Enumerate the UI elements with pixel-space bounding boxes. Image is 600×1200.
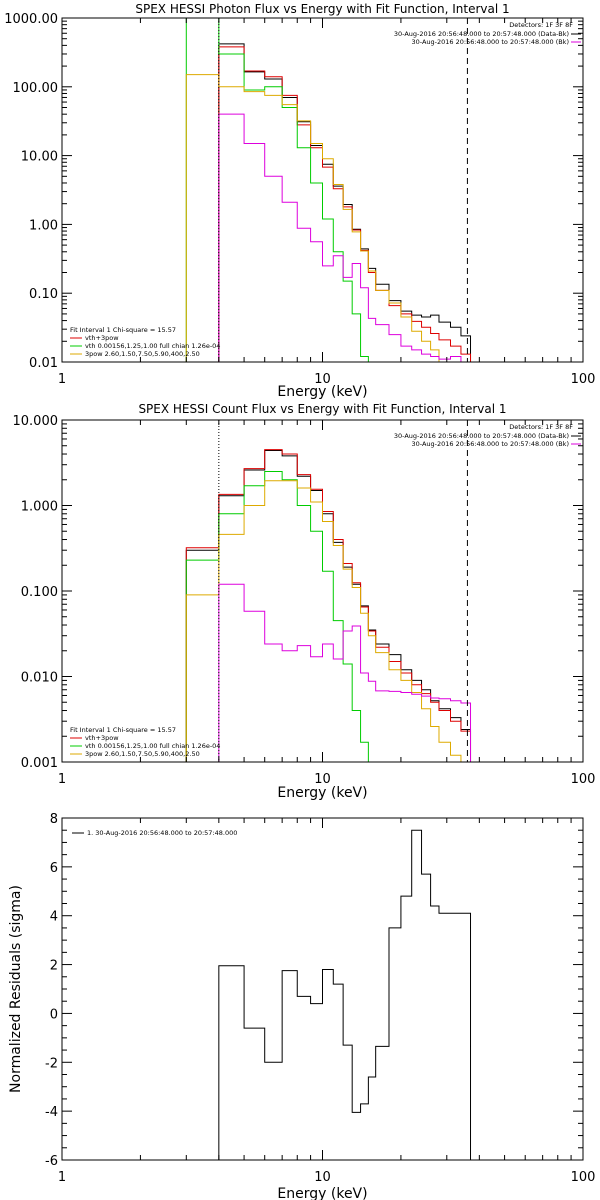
series-line-vth-3pow (218, 46, 472, 362)
y-tick-label: 1.000 (21, 500, 58, 515)
count-flux-panel: SPEX HESSI Count Flux vs Energy with Fit… (13, 402, 596, 801)
fit-legend-header: Fit Interval 1 Chi-square = 15.57 (70, 326, 176, 334)
x-tick-label: 100 (571, 772, 596, 787)
y-tick-label: 100.00 (13, 81, 59, 96)
interval-legend-text: 30-Aug-2016 20:56:48.000 to 20:57:48.000… (394, 432, 569, 440)
interval-legend-text: 30-Aug-2016 20:56:48.000 to 20:57:48.000… (412, 38, 569, 46)
y-tick-label: 1.00 (29, 218, 58, 233)
fit-legend-text: vth 0.00156,1.25,1.00 full chian 1.26e-0… (85, 342, 220, 350)
interval-legend-text: 30-Aug-2016 20:56:48.000 to 20:57:48.000… (394, 30, 569, 38)
fit-legend-text: vth+3pow (85, 334, 119, 342)
x-tick-label: 10 (314, 1170, 331, 1185)
x-axis-label: Energy (keV) (277, 785, 367, 801)
y-tick-label: 2 (50, 959, 58, 974)
x-tick-label: 10 (314, 772, 331, 787)
y-tick-label: 8 (50, 812, 58, 827)
series-line-vth-3pow (185, 449, 472, 762)
series-line-vth (185, 18, 390, 362)
y-tick-label: 4 (50, 910, 58, 925)
fit-legend-text: 3pow 2.60,1.50,7.50,5.90,400,2.50 (85, 750, 200, 758)
y-tick-label: 0.100 (21, 585, 58, 600)
fit-legend-text: vth 0.00156,1.25,1.00 full chian 1.26e-0… (85, 742, 220, 750)
fit-legend-header: Fit Interval 1 Chi-square = 15.57 (70, 726, 176, 734)
x-tick-label: 1 (58, 372, 66, 387)
y-tick-label: -2 (45, 1056, 58, 1071)
y-tick-label: -6 (45, 1154, 58, 1169)
series-line-bk (218, 113, 471, 362)
y-tick-label: 0 (50, 1007, 58, 1022)
series-line-bk (218, 583, 472, 762)
x-tick-label: 100 (571, 1170, 596, 1185)
y-tick-label: -4 (45, 1105, 58, 1120)
detectors-label: Detectors: 1F 3F 8F (509, 423, 573, 431)
y-tick-label: 10.00 (21, 150, 58, 165)
x-tick-label: 100 (571, 372, 596, 387)
y-tick-label: 0.001 (21, 756, 58, 771)
photon-flux-panel: SPEX HESSI Photon Flux vs Energy with Fi… (4, 2, 595, 400)
residuals-panel: 1 10 100 Energy (keV) -6 -4 -2 0 2 4 6 8 Normalized … (8, 812, 595, 1200)
y-tick-label: 10.000 (13, 414, 59, 429)
x-axis-label: Energy (keV) (277, 1186, 367, 1200)
interval-legend-text: 30-Aug-2016 20:56:48.000 to 20:57:48.000… (412, 440, 569, 448)
y-tick-label: 1000.00 (4, 12, 58, 27)
series-line-vth (185, 470, 390, 762)
fit-legend-text: 3pow 2.60,1.50,7.50,5.90,400,2.50 (85, 350, 200, 358)
series-group (185, 18, 472, 362)
series-group (185, 449, 472, 762)
y-tick-label: 0.10 (29, 287, 58, 302)
series-line-residuals (218, 829, 472, 1160)
series-line-data-bk (218, 43, 472, 362)
chart-title: SPEX HESSI Photon Flux vs Energy with Fi… (135, 2, 509, 16)
y-axis-label: Normalized Residuals (sigma) (8, 885, 24, 1093)
chart-title: SPEX HESSI Count Flux vs Energy with Fit… (138, 402, 506, 416)
x-tick-label: 1 (58, 1170, 66, 1185)
y-tick-label: 0.010 (21, 671, 58, 686)
y-tick-label: 0.01 (29, 356, 58, 371)
fit-legend-text: vth+3pow (85, 734, 119, 742)
y-tick-label: 6 (50, 861, 58, 876)
series-line-3pow (185, 480, 472, 762)
x-axis-label: Energy (keV) (277, 384, 367, 400)
x-tick-label: 1 (58, 772, 66, 787)
series-group (218, 829, 472, 1160)
series-line-data-bk (185, 449, 472, 762)
detectors-label: Detectors: 1F 3F 8F (509, 21, 573, 29)
residual-legend-text: 1. 30-Aug-2016 20:56:48.000 to 20:57:48.… (87, 829, 237, 837)
series-line-3pow (185, 74, 472, 362)
x-tick-label: 10 (314, 372, 331, 387)
plot-frame (61, 419, 584, 763)
